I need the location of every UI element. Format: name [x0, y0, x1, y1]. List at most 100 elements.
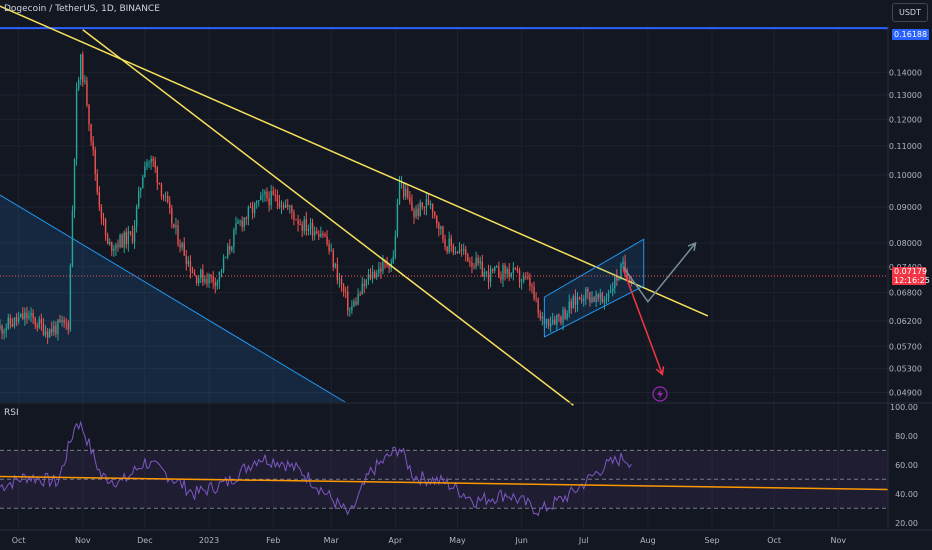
- rsi-tick-label: 60.00: [895, 461, 918, 470]
- candle-body: [421, 202, 423, 207]
- candle-body: [549, 323, 552, 326]
- candle-body: [576, 297, 579, 305]
- candle-body: [440, 226, 442, 230]
- projection-up-path: [622, 242, 697, 303]
- candle-body: [280, 205, 283, 208]
- candle-body: [593, 297, 595, 302]
- candle-body: [156, 167, 159, 183]
- candle-body: [115, 244, 117, 249]
- candle-body: [462, 249, 465, 251]
- candle-body: [481, 261, 483, 277]
- candle-body: [500, 277, 502, 280]
- candle-body: [371, 271, 374, 279]
- rsi-trendline: [0, 475, 889, 491]
- candle-body: [247, 207, 250, 219]
- candle-body: [376, 273, 378, 278]
- candle-body: [539, 313, 541, 319]
- candle-body: [320, 234, 322, 237]
- candle-body: [202, 269, 204, 283]
- candle-body: [616, 276, 618, 281]
- candle-body: [303, 219, 305, 231]
- candle-body: [154, 160, 156, 168]
- candle-body: [529, 277, 531, 286]
- time-tick-label: Nov: [831, 536, 847, 545]
- candle-body: [558, 315, 560, 317]
- candle-body: [84, 80, 86, 82]
- time-tick-label: May: [449, 536, 466, 545]
- time-tick-label: 2023: [199, 536, 219, 545]
- candle-body: [326, 236, 328, 244]
- candle-body: [166, 196, 169, 203]
- candle-body: [220, 270, 223, 272]
- candle-body: [46, 331, 49, 338]
- countdown-value: 12:16:25: [894, 276, 930, 285]
- candle-body: [322, 234, 324, 236]
- candle-body: [545, 318, 548, 324]
- candle-body: [572, 296, 575, 309]
- candle-body: [469, 261, 471, 263]
- candle-body: [42, 323, 45, 335]
- candle-body: [392, 256, 394, 263]
- candle-body: [301, 224, 303, 231]
- candle-body: [233, 229, 235, 247]
- candle-body: [467, 254, 469, 262]
- candle-body: [520, 280, 523, 282]
- candle-body: [514, 267, 517, 270]
- candle-body: [169, 202, 171, 209]
- candle-body: [342, 285, 345, 292]
- currency-button[interactable]: USDT: [892, 3, 928, 22]
- candle-body: [344, 291, 347, 293]
- candle-body: [415, 208, 417, 217]
- time-tick-label: Jul: [578, 536, 589, 545]
- candle-body: [241, 220, 243, 227]
- candle-body: [506, 269, 508, 274]
- price-tick-label: 0.06800: [889, 289, 922, 298]
- candle-body: [551, 319, 554, 324]
- candle-body: [347, 291, 349, 311]
- time-tick-label: Oct: [12, 536, 26, 545]
- candle-body: [357, 294, 359, 305]
- candle-body: [276, 195, 279, 202]
- candle-body: [15, 317, 18, 322]
- candle-body: [433, 211, 436, 216]
- candle-body: [51, 328, 53, 333]
- candle-body: [131, 232, 134, 243]
- candle-body: [210, 274, 212, 277]
- candle-body: [88, 105, 90, 125]
- candle-body: [171, 208, 173, 224]
- candle-body: [287, 204, 289, 207]
- candle-body: [564, 309, 566, 319]
- candle-body: [396, 203, 399, 237]
- resistance-price-tag: 0.16188: [892, 29, 930, 40]
- candle-body: [32, 313, 34, 319]
- price-tick-label: 0.05700: [889, 342, 922, 351]
- projection-down-path: [622, 268, 664, 375]
- candle-body: [382, 261, 384, 272]
- candle-body: [618, 278, 620, 281]
- projection-up-arrowhead: [687, 241, 697, 252]
- candle-body: [237, 221, 239, 224]
- candle-body: [249, 207, 252, 209]
- candle-body: [305, 219, 308, 231]
- time-tick-label: Sep: [705, 536, 720, 545]
- candle-body: [69, 265, 72, 330]
- candle-body: [173, 223, 175, 228]
- candle-body: [48, 328, 51, 338]
- candle-body: [146, 162, 148, 167]
- candle-body: [566, 313, 568, 319]
- candle-body: [407, 188, 409, 198]
- candle-body: [98, 192, 101, 207]
- price-tick-label: 0.11000: [889, 142, 922, 151]
- candle-body: [388, 265, 390, 269]
- candle-body: [587, 288, 589, 293]
- rsi-line: [0, 420, 632, 517]
- candle-body: [36, 325, 38, 328]
- candle-body: [574, 296, 577, 305]
- triangle-edge: [0, 194, 346, 403]
- candle-body: [198, 278, 200, 284]
- candle-body: [299, 224, 301, 226]
- candle-body: [162, 196, 165, 198]
- candle-body: [450, 238, 452, 246]
- candle-body: [243, 218, 245, 227]
